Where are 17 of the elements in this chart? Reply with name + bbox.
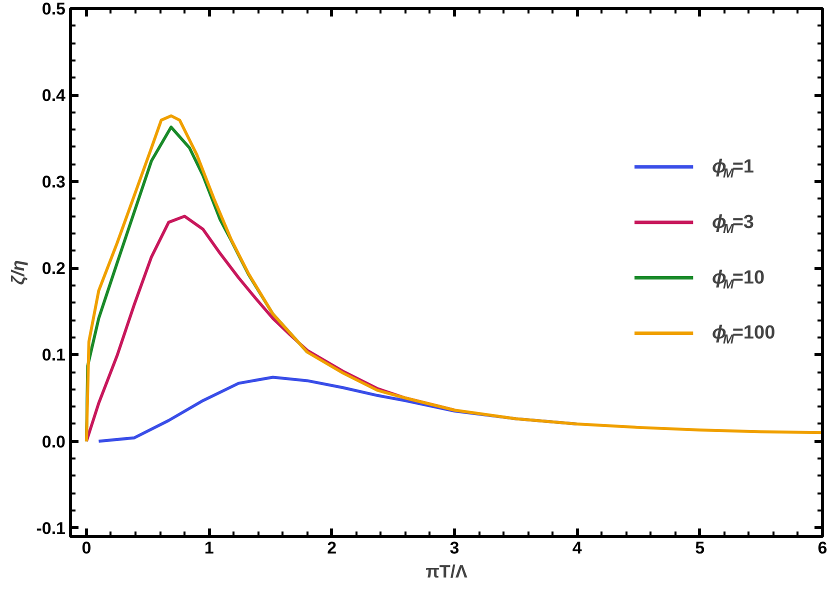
x-tick-label: 4 bbox=[572, 538, 582, 558]
x-tick-label: 6 bbox=[818, 538, 828, 558]
y-tick-label: 0.2 bbox=[42, 259, 66, 278]
line-series bbox=[84, 114, 822, 443]
y-tick-label: 0.5 bbox=[42, 0, 66, 18]
x-tick-label: 1 bbox=[204, 538, 214, 558]
y-tick-label: 0.4 bbox=[42, 86, 66, 106]
x-tick-label: 5 bbox=[695, 538, 705, 558]
x-axis-title: πT/Λ bbox=[426, 562, 468, 582]
y-tick-label: 0.0 bbox=[42, 432, 66, 452]
y-tick-label: 0.3 bbox=[42, 172, 66, 192]
x-tick-label: 0 bbox=[82, 538, 92, 558]
y-tick-label: -0.1 bbox=[36, 518, 66, 538]
y-axis-title: ζ/η bbox=[8, 260, 28, 285]
x-tick-label: 3 bbox=[450, 538, 460, 558]
y-tick-label: 0.1 bbox=[42, 346, 66, 365]
x-tick-label: 2 bbox=[327, 538, 337, 558]
